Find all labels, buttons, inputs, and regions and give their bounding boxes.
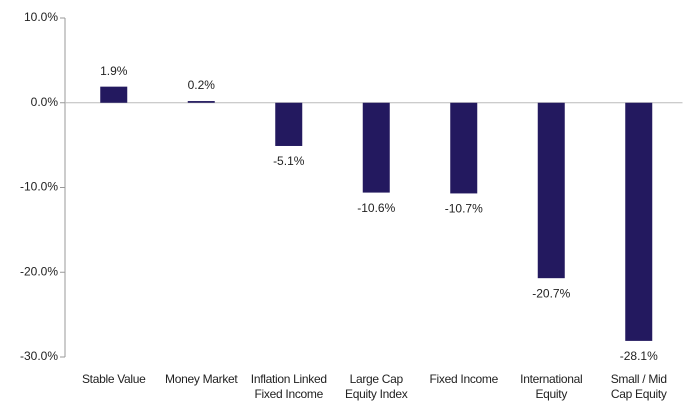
x-tick-label: Small / Mid Cap Equity	[610, 372, 667, 401]
x-tick-label: Large Cap Equity Index	[345, 372, 408, 401]
value-label: -10.6%	[357, 201, 395, 215]
value-label: -28.1%	[620, 349, 658, 363]
value-label: -10.7%	[445, 202, 483, 216]
x-tick-label: International Equity	[520, 372, 583, 401]
y-tick-label: -30.0%	[20, 349, 58, 363]
y-tick-label: 10.0%	[24, 10, 58, 24]
bar	[625, 102, 653, 341]
value-label: 1.9%	[100, 64, 128, 78]
bar	[275, 102, 303, 146]
value-label: 0.2%	[188, 78, 216, 92]
bar	[362, 102, 390, 193]
bar	[537, 102, 565, 279]
x-tick-label: Money Market	[165, 372, 238, 386]
value-label: -5.1%	[273, 154, 305, 168]
value-label: -20.7%	[532, 286, 570, 300]
x-tick-label: Inflation Linked Fixed Income	[250, 372, 327, 401]
bar	[450, 102, 478, 194]
y-tick-label: -20.0%	[20, 264, 58, 278]
x-tick-label: Fixed Income	[429, 372, 499, 386]
bar	[187, 101, 215, 103]
y-tick-label: -10.0%	[20, 180, 58, 194]
bar	[100, 86, 128, 103]
x-tick-label: Stable Value	[81, 372, 146, 386]
y-tick-label: 0.0%	[31, 95, 59, 109]
